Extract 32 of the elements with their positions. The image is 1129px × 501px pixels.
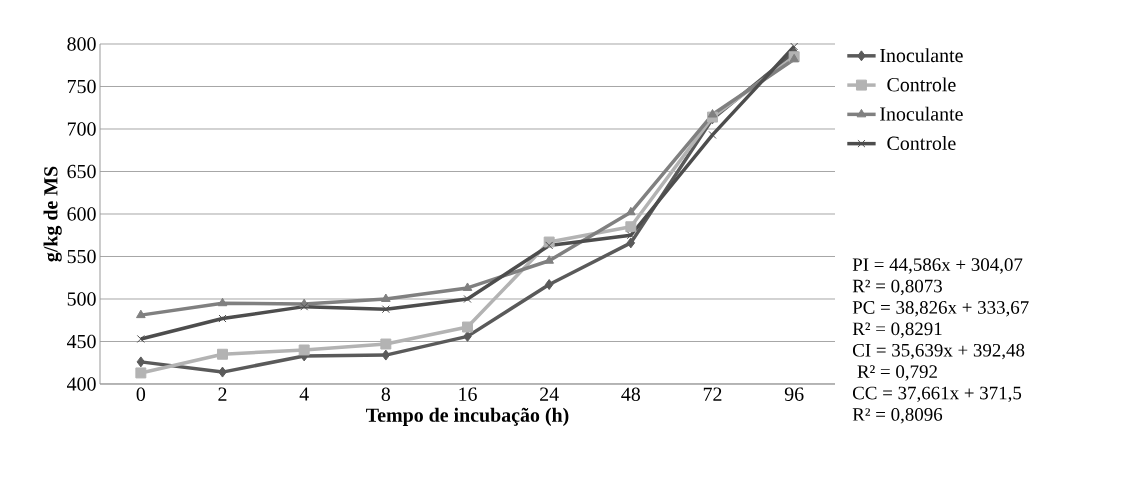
- text: PC = 38,826x + 333,67: [852, 301, 1029, 317]
- y-tick-label: 650: [67, 164, 96, 179]
- text: R² = 0,792: [857, 365, 937, 381]
- text: R² = 0,8096: [852, 408, 943, 424]
- y-tick-label: 500: [67, 292, 96, 306]
- y-tick-label: 750: [67, 79, 96, 94]
- text: R² = 0,8291: [852, 322, 942, 338]
- text: R² = 0,8073: [852, 279, 942, 296]
- y-tick-label: 700: [67, 122, 96, 136]
- x-axis-title: Tempo de incubação (h): [366, 407, 569, 426]
- legend-label: Controle: [887, 135, 956, 150]
- y-tick-label: 800: [67, 37, 96, 51]
- y-axis-title: g/kg de MS: [43, 166, 62, 262]
- x-tick-label: 24: [540, 387, 559, 401]
- y-tick-label: 400: [66, 377, 96, 391]
- x-tick-label: 96: [784, 387, 804, 401]
- y-tick-label: 600: [67, 207, 96, 221]
- y-tick-label: 450: [66, 334, 96, 349]
- text: PI = 44,586x + 304,07: [852, 258, 1023, 274]
- x-tick-label: 48: [621, 387, 641, 401]
- text: CC = 37,661x + 371,5: [852, 386, 1022, 403]
- x-tick-label: 4: [299, 387, 309, 401]
- legend-label: Controle: [887, 77, 956, 92]
- x-tick-label: 8: [381, 387, 391, 401]
- y-tick-label: 550: [67, 249, 96, 264]
- text: CI = 35,639x + 392,48: [852, 343, 1025, 360]
- legend-label: Inoculante: [880, 106, 963, 121]
- x-tick-label: 2: [218, 387, 227, 401]
- legend-label: Inoculante: [880, 48, 963, 63]
- x-tick-label: 16: [459, 387, 477, 401]
- x-tick-label: 72: [703, 387, 722, 401]
- x-tick-label: 0: [136, 387, 146, 401]
